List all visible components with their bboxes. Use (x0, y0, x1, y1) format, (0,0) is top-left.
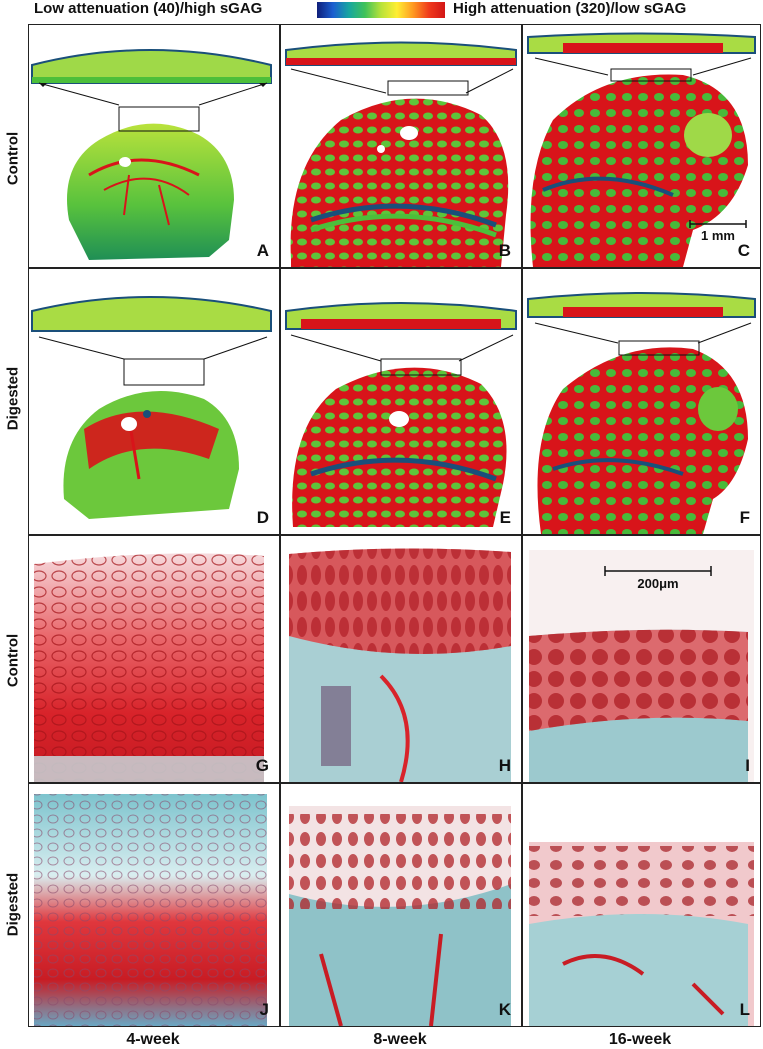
panel-label-f: F (739, 508, 750, 527)
grid-divider (521, 25, 523, 1026)
panel-j: J (29, 784, 279, 1026)
histology-8wk-control (281, 536, 521, 782)
panel-label-e: E (499, 508, 511, 527)
panel-k: K (281, 784, 521, 1026)
legend-high-label: High attenuation (320)/low sGAG (453, 0, 687, 17)
ct-scale-bar: 1 mm (688, 220, 748, 243)
ct-femoral-head-4wk-control (29, 25, 279, 267)
column-label-4-week: 4-week (126, 1031, 180, 1048)
histology-scale-bar-label: 200μm (637, 576, 679, 591)
panel-label-b: B (498, 241, 511, 260)
histology-4wk-digested (29, 784, 279, 1026)
panel-i: 200μm I (523, 536, 760, 782)
panel-f: F (523, 269, 760, 534)
histology-16wk-control (523, 536, 760, 782)
row-label-histo-digested: Digested (4, 872, 22, 937)
panel-d: D (29, 269, 279, 534)
panel-e: E (281, 269, 521, 534)
column-label-8-week: 8-week (373, 1031, 427, 1048)
panel-c: 1 mm C (523, 25, 760, 267)
column-label-16-week: 16-week (608, 1031, 672, 1048)
panel-label-a: A (256, 241, 269, 260)
histology-16wk-digested (523, 784, 760, 1026)
figure-grid: A B (28, 24, 761, 1027)
panel-label-k: K (498, 1000, 511, 1019)
grid-divider (29, 267, 760, 269)
panel-g: G (29, 536, 279, 782)
grid-divider (29, 782, 760, 784)
ct-femoral-head-4wk-digested (29, 269, 279, 534)
ct-femoral-head-8wk-control (281, 25, 521, 267)
ct-femoral-head-8wk-digested (281, 269, 521, 534)
panel-label-j: J (259, 1000, 269, 1019)
legend-low-label: Low attenuation (40)/high sGAG (34, 0, 263, 17)
panel-label-i: I (745, 756, 750, 775)
attenuation-colorbar (317, 2, 445, 18)
panel-h: H (281, 536, 521, 782)
row-label-ct-digested: Digested (4, 366, 22, 431)
panel-label-l: L (739, 1000, 750, 1019)
panel-label-c: C (737, 241, 750, 260)
row-label-ct-control: Control (4, 131, 22, 186)
ct-femoral-head-16wk-digested (523, 269, 760, 534)
panel-a: A (29, 25, 279, 267)
ct-scale-bar-label: 1 mm (701, 228, 735, 243)
panel-l: L (523, 784, 760, 1026)
histology-8wk-digested (281, 784, 521, 1026)
grid-divider (279, 25, 281, 1026)
grid-divider (29, 534, 760, 536)
panel-label-h: H (498, 756, 511, 775)
panel-b: B (281, 25, 521, 267)
panel-label-g: G (255, 756, 269, 775)
histology-scale-bar: 200μm (603, 566, 713, 591)
histology-4wk-control (29, 536, 279, 782)
ct-femoral-head-16wk-control (523, 25, 760, 267)
row-label-histo-control: Control (4, 633, 22, 688)
panel-label-d: D (256, 508, 269, 527)
